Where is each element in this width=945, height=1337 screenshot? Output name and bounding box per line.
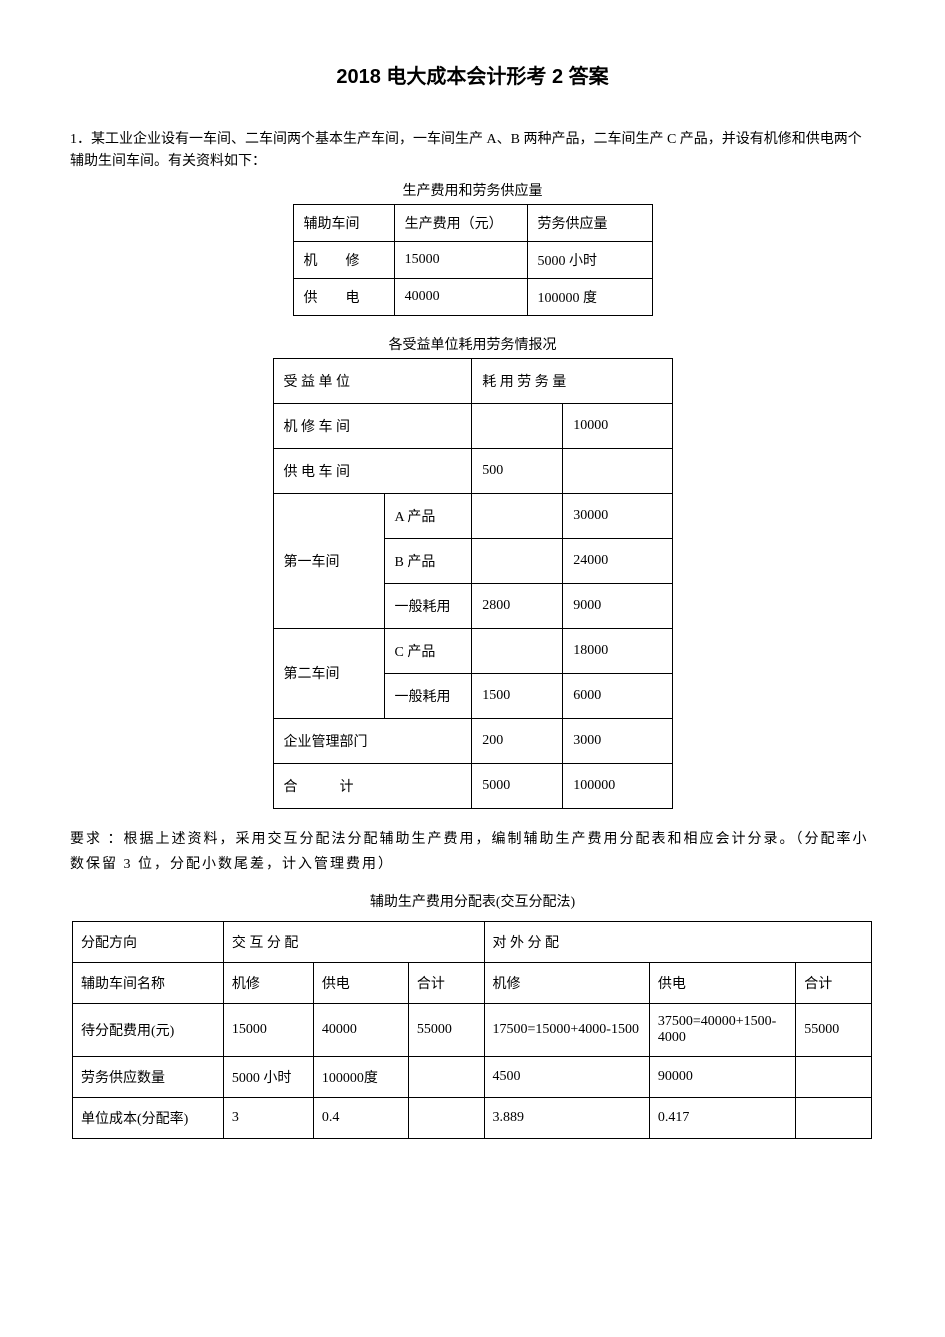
cell: 合计: [408, 963, 484, 1004]
table2: 受 益 单 位 耗 用 劳 务 量 机 修 车 间 10000 供 电 车 间 …: [273, 358, 673, 809]
cell: 供电: [649, 963, 795, 1004]
cell: 机修: [484, 963, 649, 1004]
cell: 100000: [563, 763, 672, 808]
cell: 劳务供应数量: [73, 1057, 224, 1098]
cell: 2800: [472, 583, 563, 628]
cell: [472, 628, 563, 673]
table-row: 辅助车间名称 机修 供电 合计 机修 供电 合计: [73, 963, 872, 1004]
table-row: 企业管理部门 200 3000: [273, 718, 672, 763]
question-intro: 1．某工业企业设有一车间、二车间两个基本生产车间，一车间生产 A、B 两种产品，…: [70, 129, 875, 174]
table-row: 辅助车间 生产费用（元） 劳务供应量: [293, 204, 652, 241]
cell: [408, 1098, 484, 1139]
table1: 辅助车间 生产费用（元） 劳务供应量 机 修 15000 5000 小时 供 电…: [293, 204, 653, 316]
cell: 100000 度: [527, 278, 652, 315]
table-row: 受 益 单 位 耗 用 劳 务 量: [273, 358, 672, 403]
cell: 500: [472, 448, 563, 493]
cell: 10000: [563, 403, 672, 448]
cell: 机 修: [293, 241, 394, 278]
table-row: 分配方向 交 互 分 配 对 外 分 配: [73, 922, 872, 963]
cell: 合 计: [273, 763, 472, 808]
cell: 9000: [563, 583, 672, 628]
cell: A 产品: [384, 493, 472, 538]
cell: 1500: [472, 673, 563, 718]
cell: 单位成本(分配率): [73, 1098, 224, 1139]
cell: 0.417: [649, 1098, 795, 1139]
t3-h1-0: 分配方向: [73, 922, 224, 963]
cell: 40000: [313, 1004, 408, 1057]
cell: 5000: [472, 763, 563, 808]
cell: 5000 小时: [527, 241, 652, 278]
table3-caption: 辅助生产费用分配表(交互分配法): [70, 891, 875, 911]
table-row: 第二车间 C 产品 18000: [273, 628, 672, 673]
table1-h2: 劳务供应量: [527, 204, 652, 241]
cell-group: 第一车间: [273, 493, 384, 628]
cell: [796, 1057, 872, 1098]
cell: 30000: [563, 493, 672, 538]
cell: 供 电: [293, 278, 394, 315]
cell: B 产品: [384, 538, 472, 583]
cell: 4500: [484, 1057, 649, 1098]
requirement-text: 要求 ：根据上述资料，采用交互分配法分配辅助生产费用，编制辅助生产费用分配表和相…: [70, 827, 875, 877]
cell: 3: [223, 1098, 313, 1139]
cell: 55000: [408, 1004, 484, 1057]
table-row: 供 电 40000 100000 度: [293, 278, 652, 315]
table1-h0: 辅助车间: [293, 204, 394, 241]
table1-caption: 生产费用和劳务供应量: [70, 180, 875, 200]
cell: 37500=40000+1500-4000: [649, 1004, 795, 1057]
table-row: 劳务供应数量 5000 小时 100000度 4500 90000: [73, 1057, 872, 1098]
cell: 15000: [223, 1004, 313, 1057]
cell: 100000度: [313, 1057, 408, 1098]
t3-h1-1: 交 互 分 配: [223, 922, 484, 963]
cell: 一般耗用: [384, 583, 472, 628]
cell: 5000 小时: [223, 1057, 313, 1098]
table-row: 单位成本(分配率) 3 0.4 3.889 0.417: [73, 1098, 872, 1139]
table-row: 待分配费用(元) 15000 40000 55000 17500=15000+4…: [73, 1004, 872, 1057]
cell: [472, 403, 563, 448]
cell: 55000: [796, 1004, 872, 1057]
table2-caption: 各受益单位耗用劳务情报况: [70, 334, 875, 354]
cell: [472, 538, 563, 583]
cell: [408, 1057, 484, 1098]
cell: 供电: [313, 963, 408, 1004]
cell: 合计: [796, 963, 872, 1004]
cell: 0.4: [313, 1098, 408, 1139]
cell: 17500=15000+4000-1500: [484, 1004, 649, 1057]
t3-h1-2: 对 外 分 配: [484, 922, 871, 963]
cell: 企业管理部门: [273, 718, 472, 763]
cell: C 产品: [384, 628, 472, 673]
table3: 分配方向 交 互 分 配 对 外 分 配 辅助车间名称 机修 供电 合计 机修 …: [72, 921, 872, 1139]
cell: 6000: [563, 673, 672, 718]
cell: 机修: [223, 963, 313, 1004]
cell: 90000: [649, 1057, 795, 1098]
table-row: 第一车间 A 产品 30000: [273, 493, 672, 538]
cell: 3.889: [484, 1098, 649, 1139]
cell: 15000: [394, 241, 527, 278]
t2-h1: 耗 用 劳 务 量: [472, 358, 672, 403]
cell: 供 电 车 间: [273, 448, 472, 493]
cell: 40000: [394, 278, 527, 315]
cell: 辅助车间名称: [73, 963, 224, 1004]
cell: [796, 1098, 872, 1139]
table-row: 合 计 5000 100000: [273, 763, 672, 808]
cell: [472, 493, 563, 538]
cell: 200: [472, 718, 563, 763]
cell: 待分配费用(元): [73, 1004, 224, 1057]
cell: 一般耗用: [384, 673, 472, 718]
table-row: 机 修 车 间 10000: [273, 403, 672, 448]
t2-h0: 受 益 单 位: [273, 358, 472, 403]
cell: 24000: [563, 538, 672, 583]
cell: 18000: [563, 628, 672, 673]
table1-h1: 生产费用（元）: [394, 204, 527, 241]
cell: [563, 448, 672, 493]
cell: 机 修 车 间: [273, 403, 472, 448]
cell-group: 第二车间: [273, 628, 384, 718]
table-row: 供 电 车 间 500: [273, 448, 672, 493]
table-row: 机 修 15000 5000 小时: [293, 241, 652, 278]
cell: 3000: [563, 718, 672, 763]
page-title: 2018 电大成本会计形考 2 答案: [70, 60, 875, 89]
